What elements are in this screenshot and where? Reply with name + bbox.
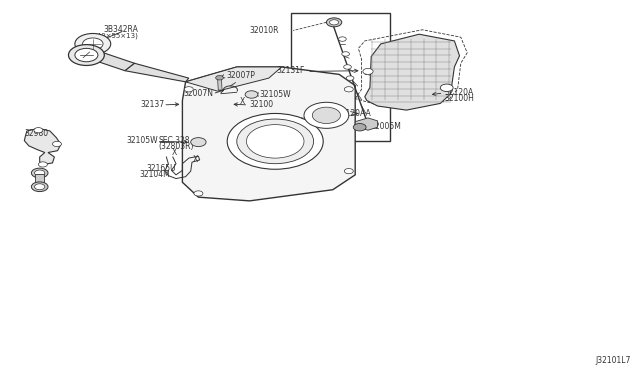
Text: X: X: [172, 148, 177, 157]
Text: J32101L7: J32101L7: [595, 356, 630, 365]
Ellipse shape: [75, 48, 98, 62]
Ellipse shape: [83, 38, 103, 50]
Text: 32980: 32980: [24, 129, 49, 138]
Ellipse shape: [237, 119, 314, 164]
Polygon shape: [300, 116, 320, 123]
Ellipse shape: [52, 141, 61, 147]
Text: SEC.328: SEC.328: [159, 136, 190, 145]
Ellipse shape: [246, 125, 304, 158]
Ellipse shape: [227, 113, 323, 169]
Ellipse shape: [216, 76, 223, 80]
Ellipse shape: [353, 124, 366, 131]
Ellipse shape: [68, 45, 104, 65]
Ellipse shape: [326, 18, 342, 27]
Ellipse shape: [184, 87, 193, 92]
Text: 32007P: 32007P: [226, 71, 255, 80]
Ellipse shape: [330, 20, 339, 25]
Ellipse shape: [344, 65, 351, 69]
Polygon shape: [125, 63, 189, 82]
Ellipse shape: [35, 170, 45, 176]
Ellipse shape: [346, 76, 354, 80]
Text: 3B342RA: 3B342RA: [104, 25, 138, 34]
Text: 32100H: 32100H: [445, 94, 475, 103]
Ellipse shape: [312, 107, 340, 124]
Ellipse shape: [363, 68, 373, 74]
Text: 32120A: 32120A: [445, 88, 474, 97]
Ellipse shape: [194, 191, 203, 196]
Ellipse shape: [38, 162, 47, 167]
Text: X: X: [193, 155, 198, 164]
Ellipse shape: [35, 184, 45, 190]
Text: (40×55×13): (40×55×13): [95, 32, 139, 39]
Text: (32803R): (32803R): [159, 142, 194, 151]
Ellipse shape: [191, 138, 206, 147]
Polygon shape: [365, 34, 460, 110]
Ellipse shape: [245, 91, 258, 98]
Text: 32105W: 32105W: [260, 90, 291, 99]
Ellipse shape: [339, 37, 346, 41]
Polygon shape: [24, 128, 61, 164]
Ellipse shape: [75, 33, 111, 54]
Bar: [35, 174, 44, 186]
Text: 32005M: 32005M: [370, 122, 401, 131]
Polygon shape: [182, 67, 355, 201]
Ellipse shape: [31, 182, 48, 192]
Polygon shape: [90, 51, 134, 71]
Text: X: X: [239, 97, 244, 106]
Ellipse shape: [34, 128, 43, 133]
Text: 32010R: 32010R: [250, 26, 279, 35]
Text: NISSAN: NISSAN: [301, 117, 319, 122]
Text: 32105W: 32105W: [126, 136, 157, 145]
Text: 32100: 32100: [250, 100, 274, 109]
Text: 32197N: 32197N: [393, 74, 423, 83]
Ellipse shape: [344, 169, 353, 174]
Ellipse shape: [304, 102, 349, 128]
Polygon shape: [355, 118, 378, 130]
Text: 32120AA: 32120AA: [336, 109, 371, 118]
Ellipse shape: [344, 87, 353, 92]
Text: 32007N: 32007N: [183, 89, 213, 98]
Ellipse shape: [342, 52, 349, 56]
Text: 32104M: 32104M: [140, 170, 170, 179]
Text: 32131F: 32131F: [276, 66, 305, 75]
Bar: [291, 13, 390, 141]
Polygon shape: [186, 67, 282, 91]
Ellipse shape: [31, 168, 48, 178]
Text: 32137: 32137: [141, 100, 165, 109]
Polygon shape: [218, 79, 222, 90]
Text: 32165U: 32165U: [146, 164, 175, 173]
Ellipse shape: [440, 84, 453, 92]
